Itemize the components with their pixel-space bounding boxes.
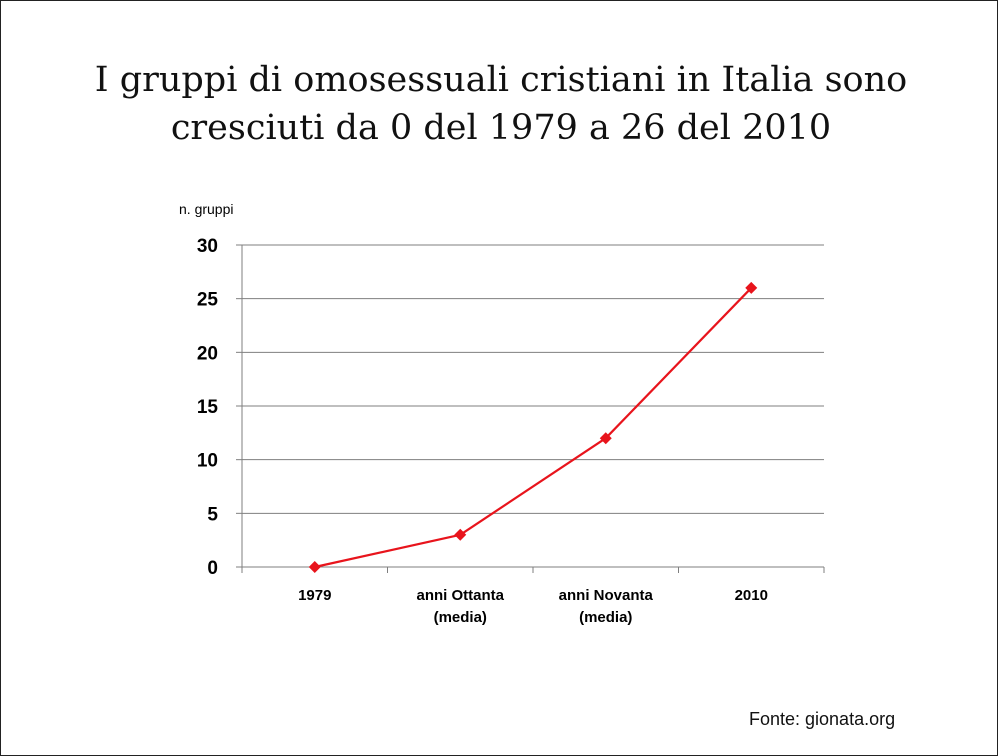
data-point-marker: [599, 432, 612, 445]
x-tick-label: 1979: [298, 587, 331, 604]
data-point-marker: [745, 281, 758, 294]
x-tick-label: 2010: [735, 587, 768, 604]
x-tick-label: anni Ottanta: [416, 587, 504, 604]
x-tick-label: (media): [434, 609, 487, 626]
y-tick-label: 20: [197, 343, 218, 364]
x-tick-label: (media): [579, 609, 632, 626]
y-tick-label: 25: [197, 290, 219, 311]
y-tick-label: 30: [197, 236, 218, 257]
y-tick-label: 15: [197, 397, 219, 418]
x-tick-label: anni Novanta: [559, 587, 654, 604]
y-tick-label: 10: [197, 451, 218, 472]
y-tick-label: 0: [207, 558, 218, 579]
y-tick-label: 5: [207, 504, 218, 525]
slide-title-line-2: cresciuti da 0 del 1979 a 26 del 2010: [170, 108, 832, 148]
data-point-marker: [308, 561, 321, 573]
data-point-marker: [454, 528, 467, 541]
series-line: [314, 287, 753, 569]
source-note: Fonte: gionata.org: [749, 709, 896, 729]
slide-title-line-1: I gruppi di omosessuali cristiani in Ita…: [94, 60, 908, 100]
y-axis-label: n. gruppi: [179, 201, 234, 217]
